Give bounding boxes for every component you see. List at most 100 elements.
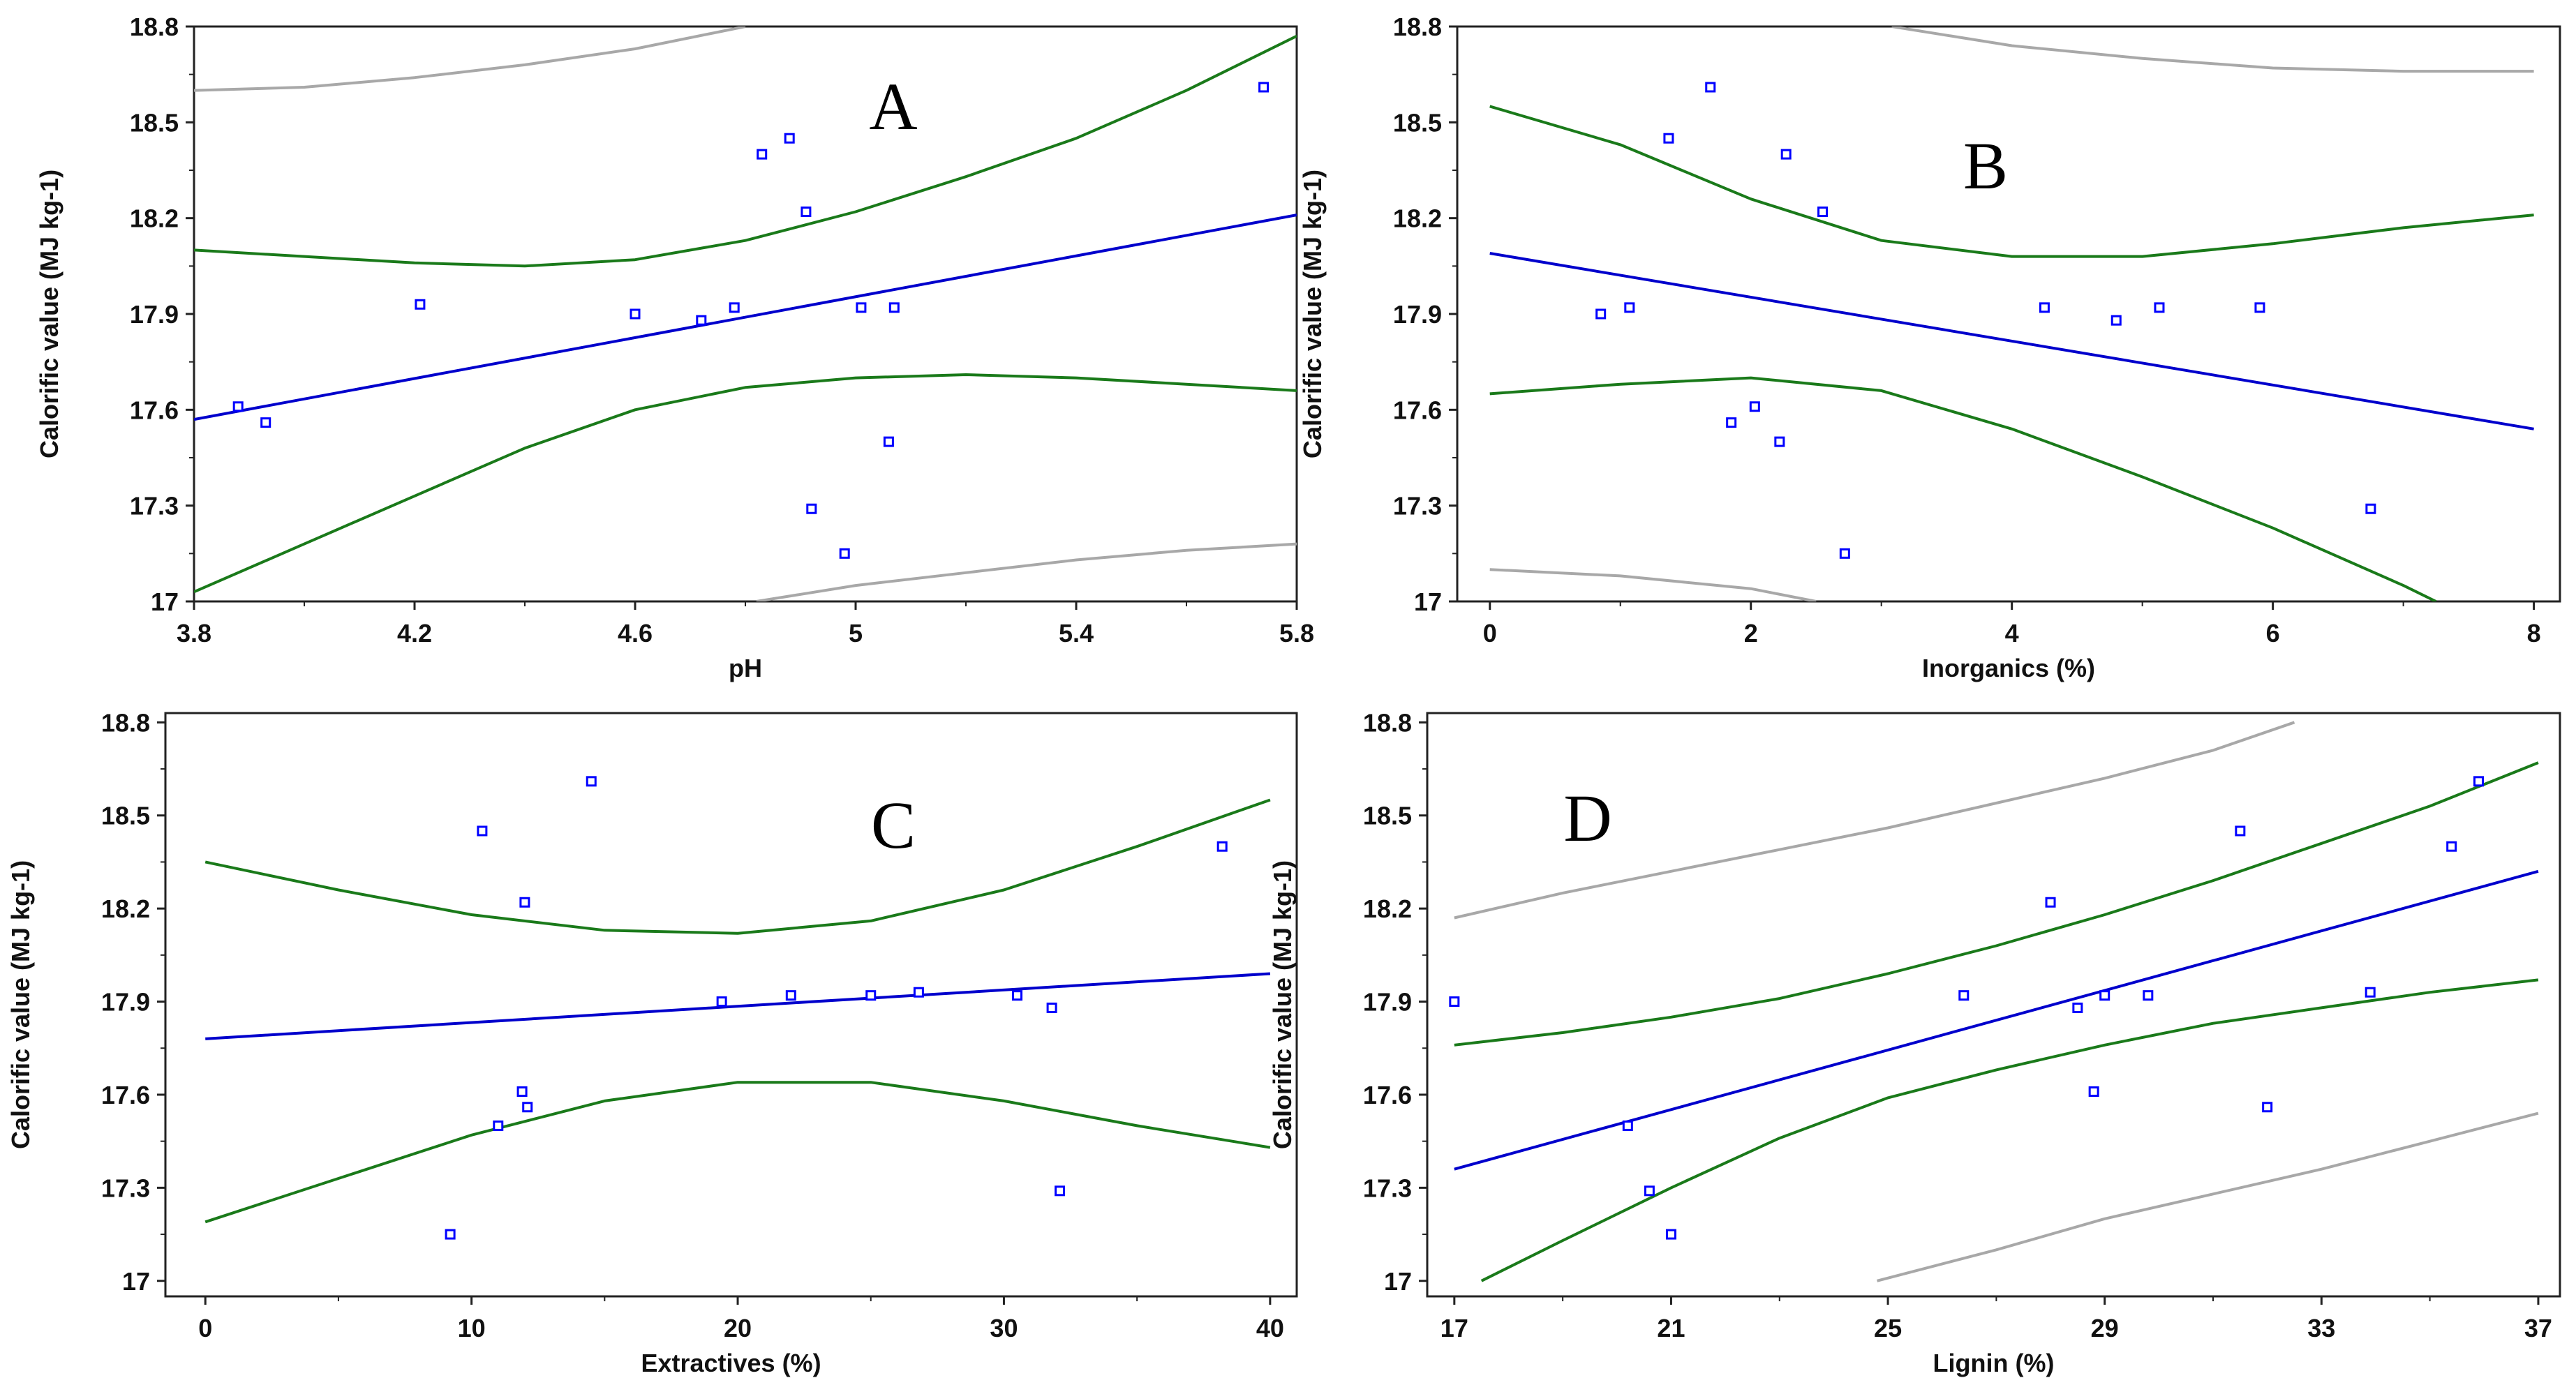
data-point [729,302,740,313]
data-point [493,1120,504,1131]
data-point [1780,149,1792,160]
y-tick-label: 17.3 [130,492,179,521]
x-tick-label: 20 [724,1314,752,1342]
data-point [1749,401,1760,412]
data-point [2365,503,2376,514]
data-point [1644,1185,1655,1197]
prediction-limit-lower [1489,568,1817,601]
data-point [696,315,707,326]
x-tick-label: 21 [1657,1314,1685,1342]
x-tick-label: 30 [990,1314,1018,1342]
panel-letter: C [871,788,916,862]
data-point [630,308,641,320]
x-tick-label: 17 [1440,1314,1468,1342]
y-tick-label: 17 [1384,1267,1412,1296]
confidence-limit-lower [204,1081,1271,1224]
x-tick-label: 0 [1483,619,1497,647]
prediction-limit-upper [1891,27,2534,73]
data-point [2254,302,2265,313]
prediction-limit-upper [194,27,746,92]
x-tick-label: 8 [2527,619,2541,647]
x-tick-label: 37 [2524,1314,2552,1342]
x-tick-label: 5 [849,619,863,647]
confidence-limit-lower [1489,376,2437,601]
data-point [839,548,850,559]
confidence-limit-upper [1454,761,2539,1047]
y-tick-label: 17.3 [1393,492,1442,521]
y-tick-label: 17 [151,587,179,616]
data-point [2154,302,2165,313]
x-axis-title: Inorganics (%) [1922,654,2095,682]
panel-b: 0 2 4 6 8 17 17.3 17.6 17.9 18.2 18.5 18.8 Inorganic… [1298,13,2561,682]
plot-frame [164,712,1298,1298]
y-tick-label: 18.5 [101,802,150,830]
y-axis-title: Calorific value (MJ kg-1) [6,860,35,1149]
data-point [1839,548,1850,559]
y-tick-label: 17.9 [130,300,179,329]
data-point [586,776,597,787]
data-point [2072,1002,2083,1013]
plot-area [204,776,1271,1240]
data-point [260,417,271,428]
data-point [519,897,530,908]
confidence-limit-lower [194,373,1297,594]
y-axis-title: Calorific value (MJ kg-1) [1268,860,1297,1149]
y-tick-label: 18.5 [1363,802,1412,830]
x-tick-label: 6 [2266,619,2280,647]
y-tick-label: 18.8 [1363,708,1412,737]
data-point [2039,302,2050,313]
data-point [757,149,768,160]
y-tick-label: 17.9 [1363,988,1412,1017]
data-point [1216,841,1228,852]
regression-fit-line [194,214,1297,421]
confidence-limit-lower [1480,978,2539,1282]
x-tick-label: 40 [1256,1314,1284,1342]
data-point [2110,315,2122,326]
data-point [2446,841,2457,852]
y-tick-label: 18.8 [1393,13,1442,41]
y-tick-label: 17.6 [130,396,179,424]
panel-d: 17 21 25 29 33 37 17 17.3 17.6 17.9 18.2 18.5 18.8 Li… [1268,708,2561,1377]
data-point [2088,1086,2099,1098]
data-point [2262,1102,2273,1113]
data-point [784,133,795,144]
data-point [716,996,727,1008]
panel-letter: A [869,69,917,144]
data-point [1449,996,1460,1008]
data-point [1726,417,1737,428]
data-point [1258,82,1270,93]
x-tick-label: 4.6 [618,619,653,647]
x-tick-label: 29 [2091,1314,2119,1342]
y-axis-title: Calorific value (MJ kg-1) [35,170,64,458]
data-point [516,1086,528,1098]
prediction-limit-lower [1876,1111,2539,1282]
data-point [232,401,244,412]
data-point [2045,897,2056,908]
data-point [913,987,924,998]
y-tick-label: 18.5 [130,108,179,137]
plot-frame [1456,25,2561,603]
x-axis-title: pH [729,654,762,682]
x-axis-title: Lignin (%) [1933,1349,2055,1377]
panel-c: 0 10 20 30 40 17 17.3 17.6 17.9 18.2 18.5 18.8 Extra… [6,708,1298,1377]
plot-area [194,27,1297,601]
data-point [1663,133,1674,144]
y-tick-label: 17.3 [101,1174,150,1202]
x-tick-label: 33 [2307,1314,2335,1342]
data-point [445,1229,456,1240]
data-point [1705,82,1716,93]
y-tick-label: 18.8 [101,708,150,737]
data-point [801,207,812,218]
y-tick-label: 18.5 [1393,108,1442,137]
data-point [856,302,867,313]
data-point [883,436,894,447]
x-tick-label: 4 [2005,619,2019,647]
data-point [785,990,796,1001]
data-point [522,1102,533,1113]
y-tick-label: 18.2 [1363,894,1412,923]
y-tick-label: 18.8 [130,13,179,41]
data-point [1624,302,1635,313]
y-tick-label: 17 [122,1267,150,1296]
x-tick-label: 4.2 [397,619,432,647]
